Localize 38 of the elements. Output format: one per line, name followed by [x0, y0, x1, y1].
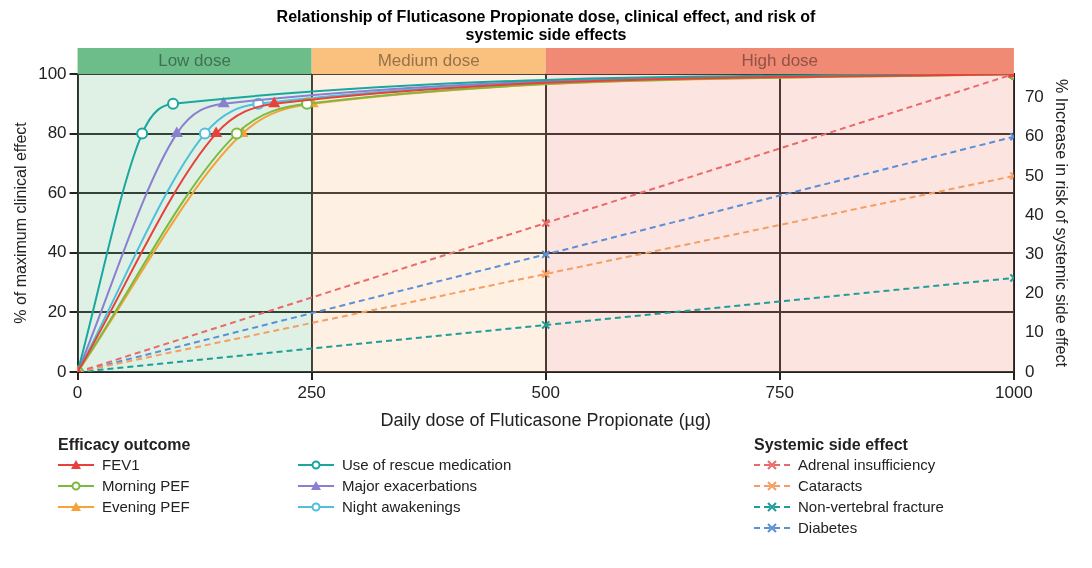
- x-tick-label: 500: [531, 382, 560, 402]
- band-label: Medium dose: [377, 50, 480, 70]
- y2-tick-label: 40: [1024, 204, 1044, 224]
- legend-label: Use of rescue medication: [341, 455, 513, 475]
- text: Efficacy outcome: [58, 436, 191, 453]
- legend-label: Major exacerbations: [341, 476, 479, 496]
- legend-label: Cataracts: [797, 476, 864, 496]
- y-tick-label: 60: [47, 182, 67, 202]
- legend-label: Adrenal insufficiency: [797, 455, 937, 475]
- y2-tick-label: 60: [1024, 126, 1044, 146]
- y-tick-label: 0: [57, 361, 67, 381]
- legend-label: Non-vertebral fracture: [797, 497, 945, 517]
- y2-tick-label: 30: [1024, 244, 1044, 264]
- legend-label: Diabetes: [797, 518, 859, 538]
- x-axis-title: Daily dose of Fluticasone Propionate (µg): [380, 410, 711, 431]
- x-tick-label: 250: [297, 382, 326, 402]
- y-tick-label: 80: [47, 123, 67, 143]
- y-tick-label: 100: [38, 63, 67, 83]
- x-tick-label: 0: [72, 382, 83, 402]
- legend-label: Morning PEF: [101, 476, 191, 496]
- y2-tick-label: 20: [1024, 283, 1044, 303]
- y-axis-title: % of maximum clinical effect: [12, 121, 30, 324]
- y-tick-label: 40: [47, 242, 67, 262]
- y2-tick-label: 70: [1024, 87, 1044, 107]
- legend-label: Evening PEF: [101, 497, 191, 517]
- x-tick-label: 750: [765, 382, 794, 402]
- y2-tick-label: 10: [1024, 322, 1044, 342]
- x-tick-label: 1000: [994, 382, 1033, 402]
- band-label: High dose: [741, 50, 819, 70]
- y2-tick-label: 50: [1024, 165, 1044, 185]
- y2-tick-label: 0: [1024, 361, 1035, 381]
- y2-axis-title: % Increase in risk of systemic side effect: [1052, 79, 1070, 368]
- band-label: Low dose: [158, 50, 231, 70]
- legend-label: FEV1: [101, 455, 141, 475]
- text: Systemic side effect: [754, 436, 908, 453]
- y-tick-label: 20: [47, 302, 67, 322]
- legend-label: Night awakenings: [341, 497, 462, 517]
- chart-title: Relationship of Fluticasone Propionate dose, clinical effect, and risk of systemic side effects: [275, 8, 817, 44]
